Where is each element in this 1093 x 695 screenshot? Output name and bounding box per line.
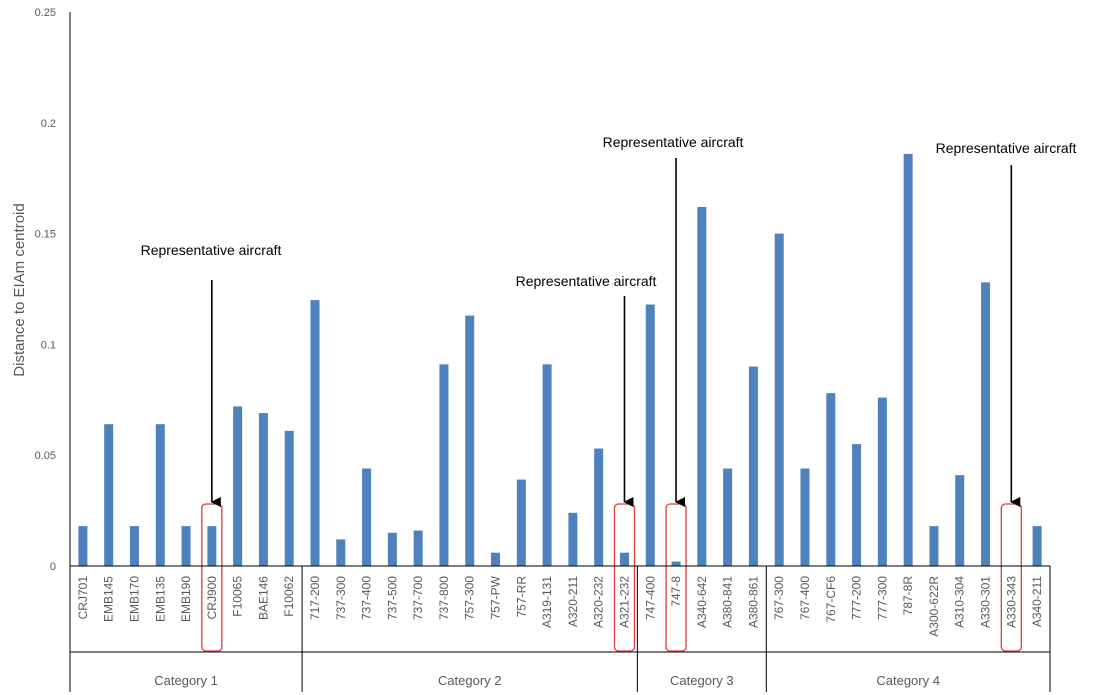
bar xyxy=(336,539,346,566)
x-tick-label: F10065 xyxy=(231,576,245,617)
annotation-label: Representative aircraft xyxy=(603,134,744,150)
bar xyxy=(877,397,887,566)
bar xyxy=(491,552,501,566)
x-tick-label: A330-343 xyxy=(1004,576,1018,628)
bar xyxy=(233,406,243,566)
x-tick-label: 737-800 xyxy=(437,576,451,620)
bar xyxy=(362,468,372,566)
bar xyxy=(697,207,707,566)
bar xyxy=(155,424,165,566)
x-tick-label: 717-200 xyxy=(308,576,322,620)
bar xyxy=(181,526,191,566)
bar xyxy=(748,366,758,566)
y-tick-label: 0.05 xyxy=(35,450,56,462)
bar xyxy=(723,468,733,566)
bar xyxy=(516,479,526,566)
bar xyxy=(78,526,88,566)
x-tick-label: A330-301 xyxy=(979,576,993,628)
y-tick-label: 0.2 xyxy=(41,118,56,130)
bar xyxy=(310,300,320,566)
x-tick-label: 747-400 xyxy=(643,576,657,620)
x-tick-label: 767-300 xyxy=(772,576,786,620)
y-tick-label: 0.25 xyxy=(35,7,56,19)
y-tick-label: 0.1 xyxy=(41,339,56,351)
x-tick-label: A300-622R xyxy=(927,576,941,637)
bar xyxy=(826,393,836,566)
x-tick-label: 777-300 xyxy=(875,576,889,620)
x-tick-label: 767-400 xyxy=(798,576,812,620)
annotation-label: Representative aircraft xyxy=(141,242,282,258)
y-axis-label: Distance to EIAm centroid xyxy=(11,203,28,376)
group-label: Category 2 xyxy=(438,673,502,688)
x-tick-label: CRJ701 xyxy=(76,576,90,620)
x-tick-label: 737-700 xyxy=(411,576,425,620)
x-tick-label: 767-CF6 xyxy=(824,576,838,623)
bar xyxy=(929,526,939,566)
x-tick-label: 757-RR xyxy=(514,576,528,618)
x-tick-label: 757-300 xyxy=(463,576,477,620)
x-tick-label: EMB145 xyxy=(102,576,116,622)
x-tick-label: A310-304 xyxy=(953,576,967,628)
x-tick-label: A321-232 xyxy=(617,576,631,628)
x-tick-label: F10062 xyxy=(282,576,296,617)
bar xyxy=(207,526,217,566)
x-tick-label: EMB135 xyxy=(153,576,167,622)
x-tick-label: A380-841 xyxy=(721,576,735,628)
bar xyxy=(258,413,268,566)
x-tick-label: A340-642 xyxy=(695,576,709,628)
x-tick-label: A320-232 xyxy=(592,576,606,628)
x-tick-label: A320-211 xyxy=(566,576,580,627)
bar xyxy=(619,552,629,566)
x-tick-label: 737-300 xyxy=(334,576,348,620)
x-tick-label: A380-861 xyxy=(746,576,760,628)
bar xyxy=(439,364,449,566)
x-tick-label: 787-8R xyxy=(901,576,915,616)
y-tick-label: 0.15 xyxy=(35,229,56,241)
group-label: Category 3 xyxy=(670,673,734,688)
x-tick-label: CRJ900 xyxy=(205,576,219,620)
x-tick-label: 757-PW xyxy=(489,575,503,619)
x-tick-label: A340-211 xyxy=(1030,576,1044,627)
bar xyxy=(981,282,991,566)
bar xyxy=(542,364,552,566)
x-tick-label: 737-400 xyxy=(360,576,374,620)
x-tick-label: 747-8 xyxy=(669,576,683,607)
bar xyxy=(129,526,139,566)
bar xyxy=(465,315,475,566)
annotation-label: Representative aircraft xyxy=(936,140,1077,156)
group-label: Category 4 xyxy=(876,673,940,688)
x-tick-label: EMB170 xyxy=(127,576,141,622)
bar xyxy=(568,512,578,566)
bar xyxy=(774,233,784,566)
x-tick-label: 777-200 xyxy=(850,576,864,620)
bar xyxy=(284,430,294,566)
x-tick-label: A319-131 xyxy=(540,576,554,628)
bar xyxy=(413,530,423,566)
bar xyxy=(645,304,655,566)
bar xyxy=(104,424,114,566)
x-tick-label: EMB190 xyxy=(179,576,193,622)
bar xyxy=(387,532,397,566)
bar xyxy=(955,475,965,566)
annotation-label: Representative aircraft xyxy=(516,273,657,289)
bar xyxy=(594,448,604,566)
bar xyxy=(671,561,681,566)
x-tick-label: BAE146 xyxy=(256,576,270,620)
bar xyxy=(800,468,810,566)
y-tick-label: 0 xyxy=(50,561,56,573)
bar xyxy=(903,153,913,566)
bar xyxy=(1032,526,1042,566)
bar xyxy=(852,444,862,566)
x-tick-label: 737-500 xyxy=(385,576,399,620)
group-label: Category 1 xyxy=(154,673,218,688)
